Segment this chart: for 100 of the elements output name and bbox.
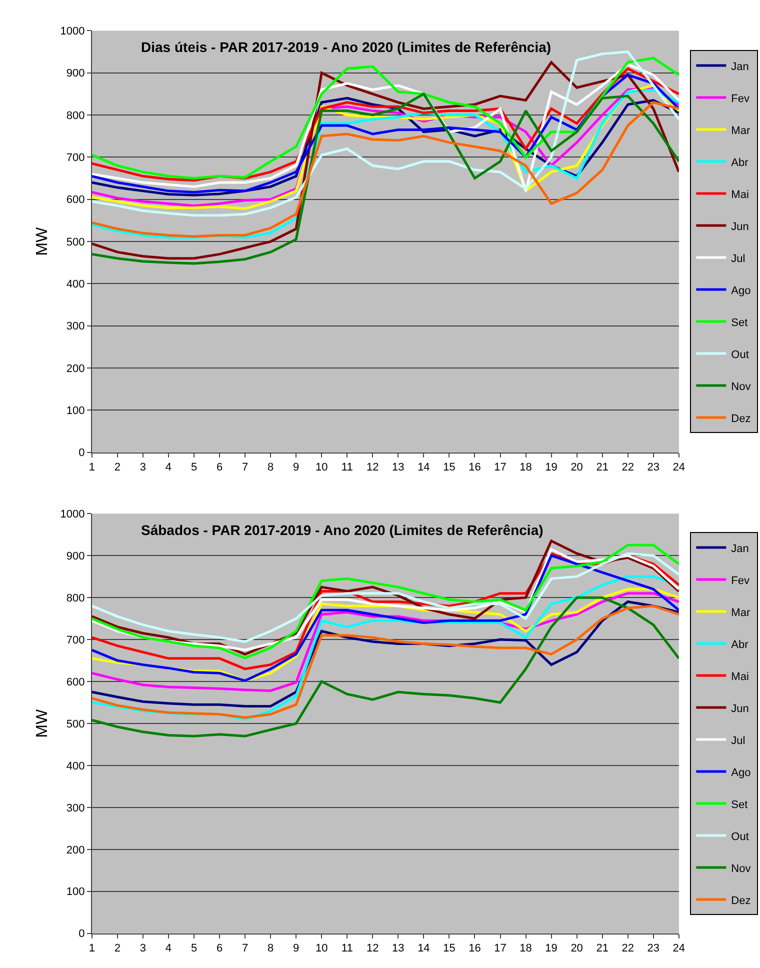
x-tick-label: 24 [672,942,686,955]
legend-label: Jan [731,60,749,73]
x-tick-label: 1 [88,462,95,474]
x-tick-label: 11 [341,462,353,474]
y-tick-label: 200 [66,844,85,856]
legend-label: Nov [731,380,752,393]
x-tick-label: 15 [443,942,456,955]
legend-label: Jul [731,734,746,747]
y-tick-label: 100 [66,886,85,898]
legend-label: Mai [731,188,749,201]
x-tick-label: 5 [190,942,198,955]
x-tick-label: 9 [293,942,300,955]
x-tick-label: 16 [468,942,481,955]
legend-label: Fev [731,574,750,587]
y-axis-title: MW [34,708,52,738]
x-tick-label: 12 [366,942,379,955]
legend-label: Jul [731,252,746,265]
x-tick-label: 19 [545,942,558,955]
x-tick-label: 7 [242,942,248,955]
x-tick-label: 3 [140,462,146,474]
legend-label: Nov [731,862,752,875]
y-tick-label: 1000 [60,26,85,38]
y-tick-label: 300 [66,802,85,814]
x-tick-label: 14 [418,942,430,955]
y-tick-label: 900 [66,68,85,80]
legend-label: Out [731,348,749,361]
x-tick-label: 15 [443,462,456,474]
line-series [92,92,679,265]
x-tick-label: 18 [520,942,532,955]
x-tick-label: 6 [216,942,223,955]
text: Sábados - PAR 2017-2019 - Ano 2020 (Limites de Referência) [141,522,544,538]
x-tick-label: 16 [468,462,481,474]
y-tick-label: 200 [66,362,85,375]
x-tick-label: 2 [114,462,121,474]
legend-label: Jan [731,542,749,555]
legend-label: Dez [731,412,751,425]
x-tick-label: 22 [622,942,634,955]
x-tick-label: 11 [341,942,353,955]
y-tick-label: 0 [78,928,85,940]
legend-label: Jun [731,220,749,233]
x-tick-label: 17 [494,942,506,955]
x-tick-label: 4 [165,942,172,955]
x-tick-label: 9 [293,462,300,474]
legend-label: Mai [731,670,749,683]
legend-label: Set [731,316,748,329]
y-tick-label: 300 [66,320,85,333]
y-tick-label: 800 [66,592,85,604]
x-tick-label: 12 [366,462,379,474]
x-tick-label: 7 [242,462,248,474]
legend-label: Ago [731,284,751,297]
legend-label: Abr [731,638,749,651]
x-tick-label: 3 [140,942,146,955]
x-tick-label: 5 [190,462,198,474]
x-tick-label: 1 [88,942,95,955]
legend-label: Abr [731,156,749,169]
text: Dias úteis - PAR 2017-2019 - Ano 2020 (Limites de Referência) [141,39,552,55]
y-tick-label: 400 [66,760,85,772]
y-tick-label: 700 [66,634,85,646]
y-tick-label: 1000 [60,508,85,520]
x-tick-label: 2 [114,942,121,955]
x-tick-label: 23 [647,942,660,955]
legend-label: Fev [731,92,750,105]
x-tick-label: 6 [216,462,223,474]
legend-label: Ago [731,766,751,779]
y-tick-label: 500 [66,718,85,730]
x-tick-label: 20 [570,462,583,474]
y-axis-title: MW [34,226,52,256]
x-tick-label: 21 [596,462,608,474]
x-tick-label: 18 [520,462,532,474]
y-tick-label: 600 [66,676,85,688]
legend-label: Mar [731,124,750,137]
x-tick-label: 8 [268,462,274,474]
y-tick-label: 700 [66,152,85,164]
x-tick-label: 19 [545,462,558,474]
x-tick-label: 20 [570,942,583,955]
x-tick-label: 14 [418,462,430,474]
y-tick-label: 500 [66,236,85,248]
x-tick-label: 21 [596,942,608,955]
y-tick-label: 800 [66,110,85,122]
x-tick-label: 13 [392,462,404,474]
y-tick-label: 100 [66,405,85,418]
legend-label: Dez [731,894,751,907]
x-tick-label: 10 [315,942,328,955]
x-tick-label: 17 [494,462,506,474]
legend-label: Out [731,830,749,843]
legend-label: Set [731,798,748,811]
x-tick-label: 8 [268,942,274,955]
y-tick-label: 400 [66,278,85,291]
y-tick-label: 0 [78,447,85,460]
legend-label: Jun [731,702,749,715]
y-tick-label: 900 [66,550,85,562]
y-tick-label: 600 [66,194,85,206]
x-tick-label: 4 [165,462,172,474]
legend-label: Mar [731,606,750,619]
x-tick-label: 22 [622,462,634,474]
x-tick-label: 10 [315,462,328,474]
x-tick-label: 23 [647,462,660,474]
x-tick-label: 13 [392,942,404,955]
x-tick-label: 24 [672,462,686,474]
line-series [92,596,679,738]
